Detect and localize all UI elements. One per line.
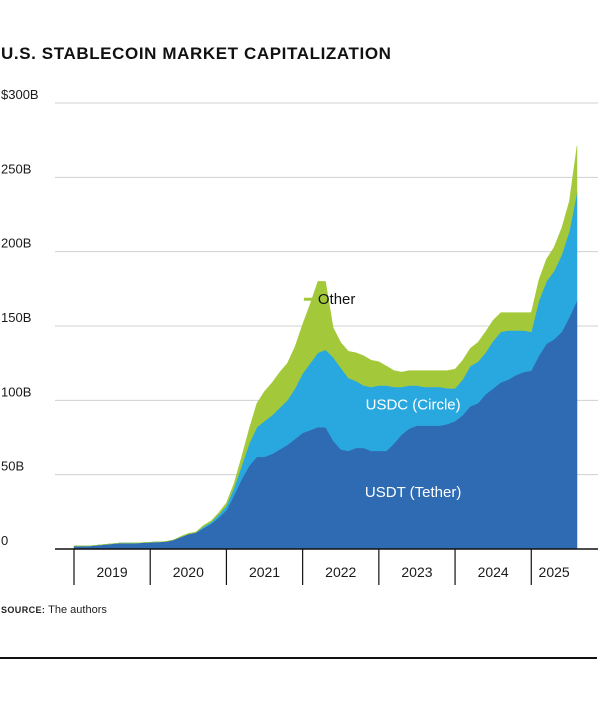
- source-note: SOURCE: The authors: [1, 604, 107, 616]
- label-other: Other: [318, 291, 356, 308]
- x-tick-label: 2022: [325, 564, 356, 580]
- x-axis: [55, 548, 598, 585]
- x-tick-label: 2023: [401, 564, 432, 580]
- y-tick-label: 250B: [1, 161, 31, 176]
- bottom-rule: [0, 657, 597, 659]
- y-tick-label: 100B: [1, 384, 31, 399]
- x-tick-label: 2024: [478, 564, 509, 580]
- label-usdc: USDC (Circle): [366, 396, 461, 413]
- y-tick-label: 0: [1, 533, 8, 548]
- area-series: [73, 146, 578, 550]
- series-labels: Other USDC (Circle) USDT (Tether): [303, 291, 461, 501]
- source-label: SOURCE:: [1, 605, 46, 615]
- area-other: [74, 146, 578, 547]
- y-tick-label: 50B: [1, 459, 24, 474]
- y-tick-label: 150B: [1, 310, 31, 325]
- x-tick-label: 2020: [173, 564, 204, 580]
- label-usdt: USDT (Tether): [365, 484, 461, 501]
- page-title: U.S. STABLECOIN MARKET CAPITALIZATION: [1, 44, 392, 63]
- source-text: The authors: [48, 604, 107, 616]
- x-tick-label: 2019: [97, 564, 128, 580]
- x-tick-label: 2021: [249, 564, 280, 580]
- y-axis-ticks: 0 50B 100B 150B 200B 250B $300B: [1, 87, 39, 548]
- x-tick-label: 2025: [539, 564, 570, 580]
- y-tick-label: 200B: [1, 236, 31, 251]
- x-axis-ticks: 2019 2020 2021 2022 2023 2024 2025: [97, 564, 570, 580]
- y-tick-label: $300B: [1, 87, 39, 102]
